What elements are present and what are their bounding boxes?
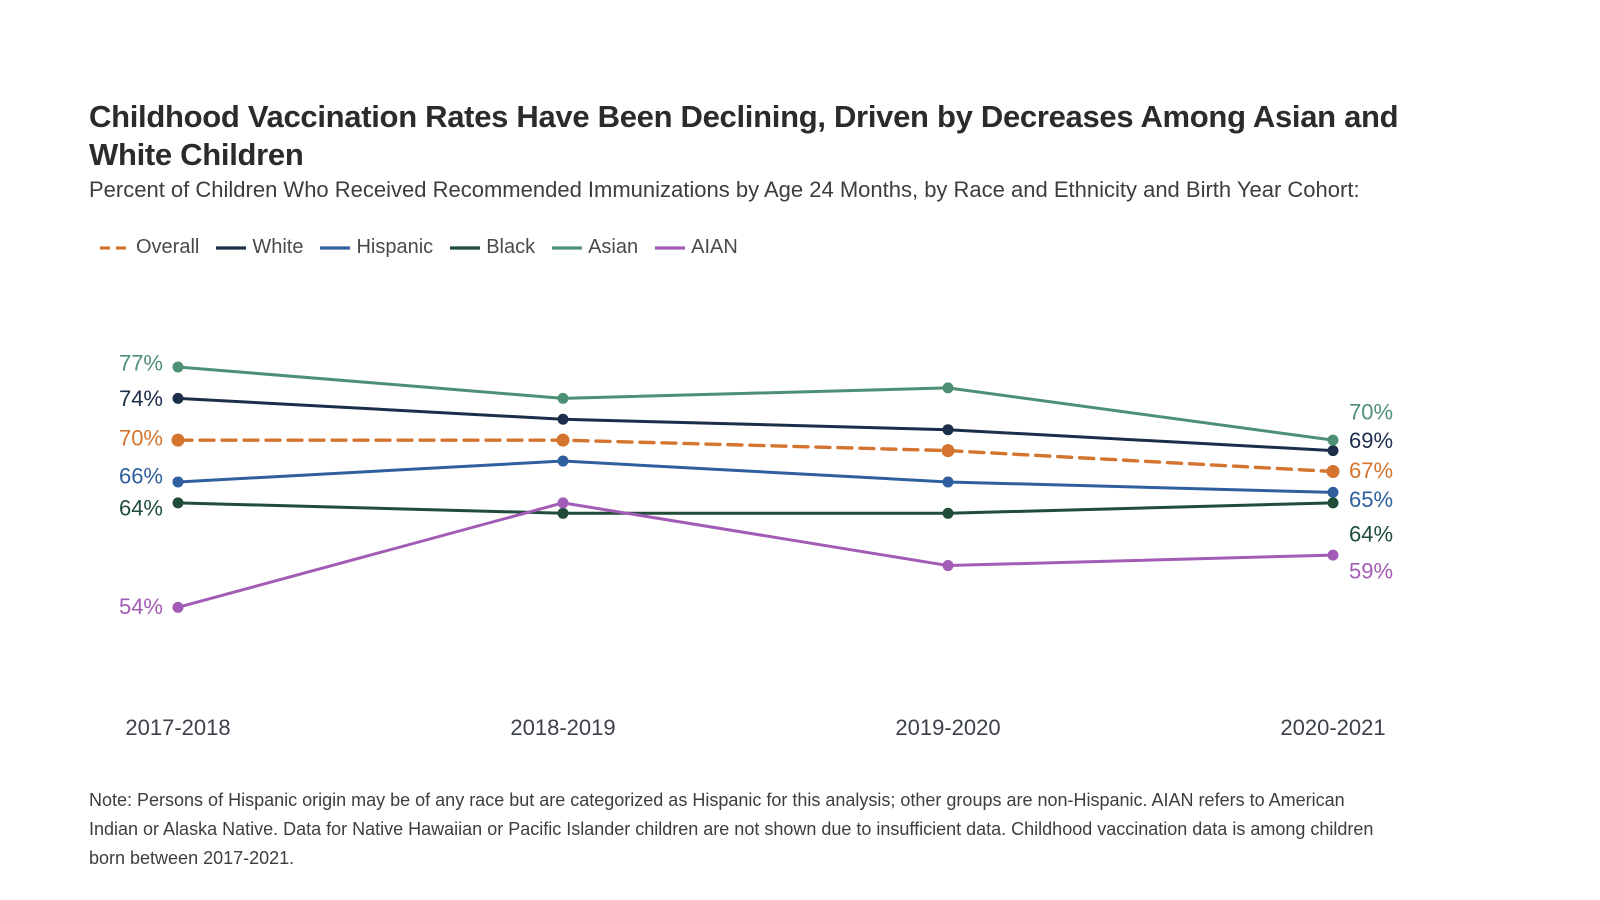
chart-subtitle: Percent of Children Who Received Recomme… — [89, 177, 1360, 202]
data-point-hispanic — [942, 476, 954, 488]
legend-item-asian: Asian — [552, 236, 638, 259]
chart-note: Note: Persons of Hispanic origin may be … — [89, 790, 1374, 868]
legend-label: Black — [486, 236, 536, 258]
data-point-hispanic — [172, 476, 184, 488]
series-line-hispanic — [176, 459, 1335, 494]
last-value-label-overall: 67% — [1349, 458, 1393, 483]
data-point-asian — [942, 382, 954, 394]
chart-legend: Overall White Hispanic Black Asian AIAN — [100, 236, 738, 259]
data-point-white — [942, 424, 954, 436]
legend-item-white: White — [216, 236, 303, 259]
series-line-overall — [176, 438, 1335, 474]
legend-swatch-asian-icon — [552, 245, 583, 250]
x-axis-label: 2019-2020 — [895, 715, 1000, 740]
series-line-white — [176, 396, 1335, 453]
data-point-aian — [1327, 549, 1339, 561]
legend-swatch-aian-icon — [655, 245, 686, 250]
last-value-label-aian: 59% — [1349, 559, 1393, 584]
data-point-overall — [1326, 465, 1340, 478]
legend-label: AIAN — [691, 236, 738, 258]
data-point-white — [1327, 445, 1339, 457]
legend-label: White — [252, 236, 304, 258]
legend-label: Hispanic — [356, 236, 434, 258]
first-value-label-asian: 77% — [119, 351, 163, 376]
data-point-aian — [172, 601, 184, 613]
data-point-black — [172, 497, 184, 509]
legend-label: Overall — [136, 236, 200, 258]
data-point-white — [557, 413, 569, 425]
legend-item-hispanic: Hispanic — [320, 236, 433, 259]
series-line-aian — [176, 501, 1335, 609]
x-axis-label: 2017-2018 — [125, 715, 230, 740]
first-value-label-overall: 70% — [119, 426, 163, 451]
data-point-asian — [1327, 434, 1339, 446]
data-point-aian — [557, 497, 569, 509]
legend-item-overall: Overall — [100, 236, 199, 259]
last-value-label-asian: 70% — [1349, 400, 1393, 425]
data-point-overall — [941, 444, 955, 458]
last-value-label-black: 64% — [1349, 521, 1393, 546]
legend-swatch-hispanic-icon — [320, 245, 351, 250]
data-point-white — [172, 392, 184, 404]
legend-item-aian: AIAN — [655, 236, 738, 259]
first-value-label-white: 74% — [119, 386, 163, 411]
data-point-black — [1327, 497, 1339, 509]
legend-swatch-overall-icon — [100, 245, 130, 250]
data-point-aian — [942, 560, 954, 572]
legend-swatch-white-icon — [216, 245, 247, 250]
legend-swatch-black-icon — [450, 245, 481, 250]
series-line-asian — [176, 365, 1335, 442]
legend-item-black: Black — [450, 236, 535, 259]
first-value-label-black: 64% — [119, 495, 163, 520]
data-point-overall — [171, 433, 185, 447]
last-value-label-hispanic: 65% — [1349, 487, 1393, 512]
data-point-hispanic — [557, 455, 569, 467]
first-value-label-hispanic: 66% — [119, 463, 163, 488]
data-point-black — [942, 507, 954, 519]
x-axis-label: 2018-2019 — [510, 715, 615, 740]
chart-title: Childhood Vaccination Rates Have Been De… — [89, 98, 1399, 172]
last-value-label-white: 69% — [1349, 428, 1393, 453]
x-axis-label: 2020-2021 — [1280, 715, 1385, 740]
data-point-hispanic — [1327, 486, 1339, 498]
data-point-black — [557, 507, 569, 519]
data-point-asian — [172, 361, 184, 373]
data-point-overall — [556, 433, 570, 447]
series-line-black — [176, 501, 1335, 515]
data-point-asian — [557, 392, 569, 404]
first-value-label-aian: 54% — [119, 594, 163, 619]
legend-label: Asian — [588, 236, 639, 258]
